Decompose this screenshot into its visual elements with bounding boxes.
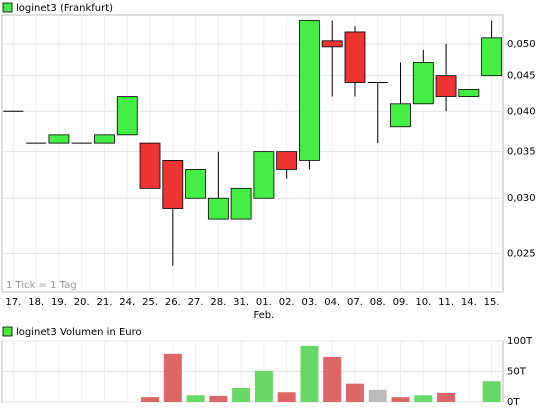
- candle-body: [230, 187, 252, 220]
- y-tick-label: 100T: [507, 336, 533, 347]
- x-tick-label: 15.: [484, 297, 500, 308]
- candle-body: [321, 40, 343, 48]
- x-tick-label: 09.: [393, 297, 409, 308]
- y-tick-label: 0,030: [507, 193, 536, 204]
- volume-bar: [186, 395, 205, 402]
- volume-bar: [414, 395, 433, 402]
- month-label: Feb.: [253, 310, 274, 321]
- volume-bar: [254, 370, 273, 402]
- volume-title: loginet3 Volumen in Euro: [16, 327, 142, 338]
- candle-body: [481, 37, 503, 77]
- volume-bar: [437, 392, 456, 402]
- y-tick-label: 0T: [507, 397, 520, 408]
- y-tick-label: 0,045: [507, 71, 536, 82]
- plot-frame: [1, 14, 504, 293]
- x-tick-label: 25.: [142, 297, 158, 308]
- candle-body: [412, 62, 434, 105]
- candle-body: [94, 134, 115, 144]
- candle-body: [299, 20, 320, 161]
- legend-icon: [2, 2, 13, 13]
- volume-bar: [141, 397, 160, 402]
- candle-body: [185, 169, 206, 199]
- volume-bar: [277, 392, 296, 402]
- volume-bar: [482, 381, 501, 402]
- x-tick-label: 27.: [188, 297, 204, 308]
- volume-bar: [300, 345, 319, 402]
- x-tick-label: 08.: [370, 297, 386, 308]
- tick-note: 1 Tick = 1 Tag: [6, 280, 77, 291]
- x-tick-label: 24.: [119, 297, 135, 308]
- candle-body: [344, 31, 366, 83]
- x-tick-label: 10.: [415, 297, 431, 308]
- x-tick-label: 18.: [28, 297, 44, 308]
- x-tick-label: 07.: [347, 297, 363, 308]
- x-tick-label: 20.: [74, 297, 90, 308]
- x-tick-label: 03.: [301, 297, 317, 308]
- candle-body: [48, 134, 70, 144]
- chart-title: loginet3 (Frankfurt): [16, 3, 113, 14]
- volume-bar: [323, 356, 342, 402]
- x-tick-label: 19.: [51, 297, 67, 308]
- x-tick-label: 26.: [165, 297, 181, 308]
- y-tick-label: 0,050: [507, 39, 536, 50]
- candle-body: [458, 89, 480, 97]
- x-tick-label: 14.: [461, 297, 477, 308]
- volume-bar: [368, 389, 387, 402]
- candle-body: [276, 151, 298, 170]
- x-tick-label: 02.: [279, 297, 295, 308]
- x-tick-label: 31.: [233, 297, 249, 308]
- legend-icon: [2, 326, 13, 337]
- x-tick-label: 17.: [5, 297, 21, 308]
- x-tick-label: 04.: [324, 297, 340, 308]
- candle-body: [139, 142, 161, 189]
- x-tick-label: 28.: [210, 297, 226, 308]
- x-tick-label: 11.: [438, 297, 454, 308]
- x-tick-label: 01.: [256, 297, 272, 308]
- volume-bar: [232, 387, 251, 402]
- y-tick-label: 50T: [507, 367, 527, 378]
- y-tick-label: 0,040: [507, 106, 536, 117]
- candle-body: [162, 160, 184, 209]
- x-tick-label: 21.: [97, 297, 113, 308]
- candle-body: [390, 103, 411, 128]
- candle-body: [435, 75, 457, 97]
- volume-bar: [345, 383, 364, 402]
- candle-body: [116, 96, 138, 136]
- volume-bar: [391, 397, 410, 402]
- candle-body: [207, 197, 229, 220]
- volume-bar: [163, 353, 182, 402]
- volume-bar: [209, 395, 228, 402]
- y-tick-label: 0,035: [507, 147, 536, 158]
- candle-body: [253, 151, 275, 199]
- y-tick-label: 0,025: [507, 248, 536, 259]
